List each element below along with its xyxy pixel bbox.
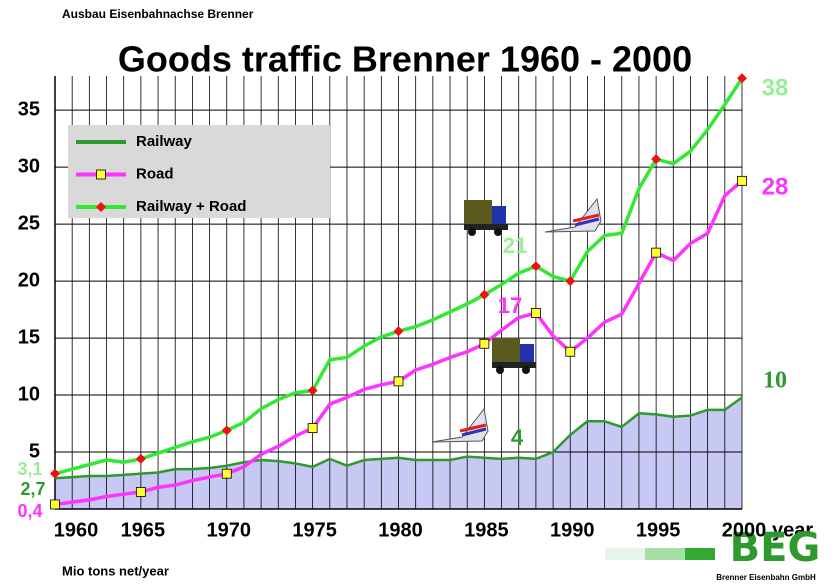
y-tick-label: 15 bbox=[18, 326, 40, 348]
logo-caption: Brenner Eisenbahn GmbH bbox=[716, 573, 816, 582]
x-tick-label: 1990 bbox=[550, 519, 595, 541]
x-tick-label: 1960 bbox=[54, 519, 99, 541]
legend: Railway Road Railway + Road bbox=[68, 125, 330, 218]
data-point bbox=[51, 500, 60, 509]
chart-title: Goods traffic Brenner 1960 - 2000 bbox=[118, 39, 692, 80]
y-tick-label: 35 bbox=[18, 98, 40, 120]
truck-icon bbox=[492, 338, 536, 374]
x-tick-label: 1980 bbox=[378, 519, 423, 541]
x-tick-label: 1975 bbox=[292, 519, 337, 541]
annotation: 3,1 bbox=[17, 459, 42, 479]
data-point bbox=[136, 487, 145, 496]
annotation: 21 bbox=[503, 233, 527, 258]
logo-bar bbox=[685, 548, 715, 560]
x-tick-label: 1965 bbox=[121, 519, 166, 541]
annotation: 17 bbox=[498, 293, 522, 318]
annotation: 0,4 bbox=[17, 501, 42, 521]
x-tick-label: 1985 bbox=[464, 519, 509, 541]
data-point bbox=[394, 377, 403, 386]
legend-label: Road bbox=[136, 165, 174, 182]
annotation: 10 bbox=[763, 368, 787, 394]
data-point bbox=[308, 424, 317, 433]
data-point bbox=[531, 309, 540, 318]
train-icon bbox=[432, 409, 488, 442]
data-point bbox=[394, 326, 404, 336]
legend-marker bbox=[97, 170, 106, 179]
header: Ausbau Eisenbahnachse Brenner bbox=[62, 7, 254, 21]
legend-label: Railway bbox=[136, 133, 193, 150]
data-point bbox=[480, 339, 489, 348]
data-point bbox=[136, 454, 146, 464]
y-axis-label: Mio tons net/year bbox=[62, 563, 169, 578]
annotation: 38 bbox=[762, 74, 789, 101]
x-tick-label: 1995 bbox=[636, 519, 681, 541]
data-point bbox=[652, 248, 661, 257]
chart: Ausbau Eisenbahnachse Brenner Goods traf… bbox=[0, 0, 839, 588]
annotation: 4 bbox=[511, 425, 524, 450]
data-point bbox=[566, 347, 575, 356]
data-point bbox=[222, 469, 231, 478]
x-tick-label: 1970 bbox=[207, 519, 252, 541]
y-tick-label: 20 bbox=[18, 269, 40, 291]
page: {"chart_data": { "type": "line", "header… bbox=[0, 0, 839, 588]
logo-bar bbox=[645, 548, 685, 560]
x-tick-label: 2000 bbox=[722, 519, 767, 541]
legend-label: Railway + Road bbox=[136, 198, 246, 215]
data-point bbox=[738, 176, 747, 185]
y-tick-label: 25 bbox=[18, 212, 40, 234]
logo-bar bbox=[605, 548, 645, 560]
y-tick-label: 10 bbox=[18, 383, 40, 405]
annotation: 2,7 bbox=[20, 479, 45, 499]
annotation: 28 bbox=[762, 173, 789, 200]
y-tick-label: 30 bbox=[18, 155, 40, 177]
